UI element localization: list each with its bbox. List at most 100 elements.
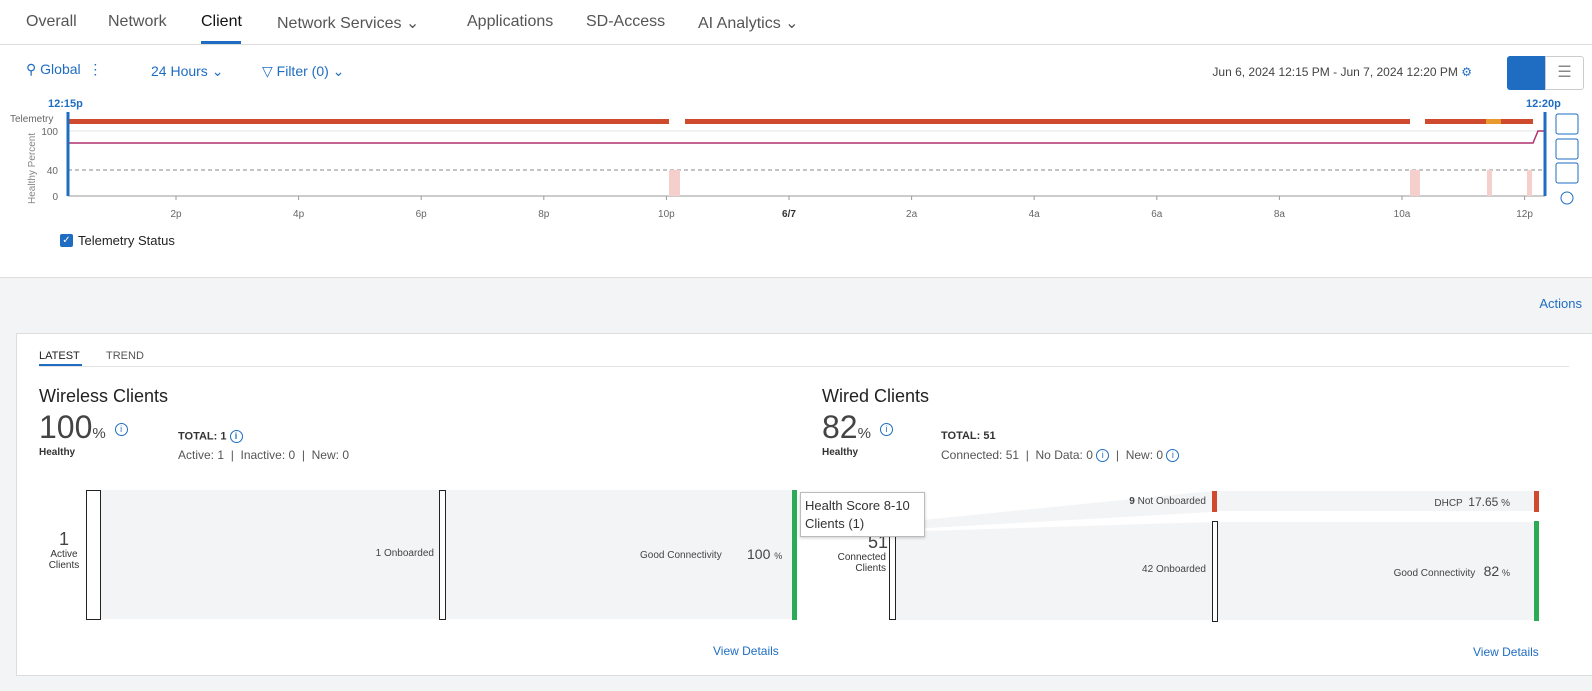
nav-tab[interactable]: Network Services ⌄ [277,13,419,33]
health-line [68,131,1545,143]
x-tick: 6a [1151,209,1163,220]
text: DHCP [1434,498,1462,509]
checkbox[interactable]: ✓ [60,234,73,247]
flow-node-good [1534,521,1539,621]
time-range: 24 Hours [151,63,208,79]
health-status: Healthy [39,447,75,458]
flow-label: 42 Onboarded [1142,564,1206,575]
tooltip: Health Score 8-10 Clients (1) [800,492,925,537]
y-axis-title: Healthy Percent [27,133,38,204]
date-range: Jun 6, 2024 12:15 PM - Jun 7, 2024 12:20… [1212,65,1472,79]
unit: % [1502,568,1510,578]
x-tick: 12p [1516,209,1533,220]
legend-label: Telemetry Status [78,233,175,248]
timeline: 12:15p 12:20p Telemetry Healthy Percent … [0,92,1592,257]
divider [39,366,1569,367]
y-tick: 100 [41,127,58,138]
tab-text: Network Services [277,15,401,32]
filter: Filter (0) [277,63,329,79]
flow-node [86,490,101,620]
location-selector[interactable]: ⚲ Global ⋮ [26,61,102,78]
card-view-button[interactable] [1507,56,1545,90]
flow-label: DHCP 17.65 % [1434,495,1510,509]
flow-node [439,490,446,620]
flow-node-good [792,490,797,620]
count: 9 [1129,496,1135,507]
date-range-text: Jun 6, 2024 12:15 PM - Jun 7, 2024 12:20… [1212,65,1458,79]
flow-label: 1 Onboarded [376,548,434,559]
telemetry-bar [68,119,1533,124]
view-details-link[interactable]: View Details [713,644,779,658]
health-score: 82% i [822,409,893,446]
panel-tab[interactable]: LATEST [39,350,80,362]
flow-label: Connected Clients [826,552,886,574]
section-title: Wireless Clients [39,386,168,407]
filter-button[interactable]: ▽ Filter (0) ⌄ [262,63,344,80]
view-details-link[interactable]: View Details [1473,645,1539,659]
nav-tab[interactable]: SD-Access [586,13,665,31]
value: 82 [1484,563,1500,579]
x-tick: 6/7 [782,209,796,220]
tooltip-title: Health Score 8-10 [805,497,920,515]
flow-value: 100 % [747,546,782,562]
nav-tab[interactable]: Applications [467,13,553,31]
flow-label: Active Clients [42,549,86,571]
telemetry-label: Telemetry [10,114,53,125]
stat: Connected: 51 [941,448,1019,462]
text: Good Connectivity [1394,568,1476,579]
stats: Connected: 51 | No Data: 0 i | New: 0 i [941,448,1179,462]
text: Not Onboarded [1138,496,1206,507]
nav-tab[interactable]: Network [108,13,167,31]
stat: No Data: 0 [1036,448,1093,462]
flow-node-bad [1534,491,1539,512]
value: 17.65 [1468,495,1498,509]
flow-label: Good Connectivity 82 % [1394,563,1510,579]
x-tick: 2p [170,209,182,220]
time-range-selector[interactable]: 24 Hours ⌄ [151,63,223,80]
y-tick: 0 [52,192,58,203]
score: 100 [39,409,92,445]
total: TOTAL: 1 i [178,430,243,443]
timeline-start: 12:15p [48,98,83,110]
actions-button[interactable]: Actions [1539,296,1582,311]
nav-tab[interactable]: AI Analytics ⌄ [698,13,799,33]
nav-tab[interactable]: Overall [26,13,77,31]
x-tick: 4a [1029,209,1041,220]
section-title: Wired Clients [822,386,929,407]
nav-tab[interactable]: Client [201,13,242,31]
x-tick: 10a [1394,209,1411,220]
score: 82 [822,409,858,445]
y-tick: 40 [47,166,59,177]
flow-node-bad [1212,491,1217,512]
list-view-button[interactable]: ☰ [1545,56,1584,90]
timeline-controls[interactable] [1556,114,1578,204]
divider [0,44,1592,45]
x-tick: 4p [293,209,305,220]
health-score: 100% i [39,409,128,446]
total-text: TOTAL: 1 [178,430,226,442]
x-tick: 6p [416,209,428,220]
unit: % [774,551,782,561]
stat: Active: 1 [178,448,224,462]
tooltip-clients: Clients (1) [805,515,920,533]
stat: Inactive: 0 [240,448,295,462]
tab-text: AI Analytics [698,15,781,32]
flow-count: 1 [42,529,86,550]
x-tick: 8p [538,209,550,220]
total: TOTAL: 51 [941,430,996,442]
x-tick: 10p [658,209,675,220]
x-tick: 8a [1274,209,1286,220]
panel-tab[interactable]: TREND [106,350,144,362]
telemetry-warning [1486,119,1501,124]
flow-label: Good Connectivity [640,550,722,561]
stat: New: 0 [1126,448,1163,462]
location: Global [40,61,80,77]
flow-node [1212,521,1218,622]
unit: % [92,425,105,442]
stats: Active: 1 | Inactive: 0 | New: 0 [178,448,349,462]
value: 100 [747,546,770,562]
low-health-marks [669,170,1532,196]
unit: % [1501,498,1510,509]
flow-label: 9 Not Onboarded [1129,496,1206,507]
